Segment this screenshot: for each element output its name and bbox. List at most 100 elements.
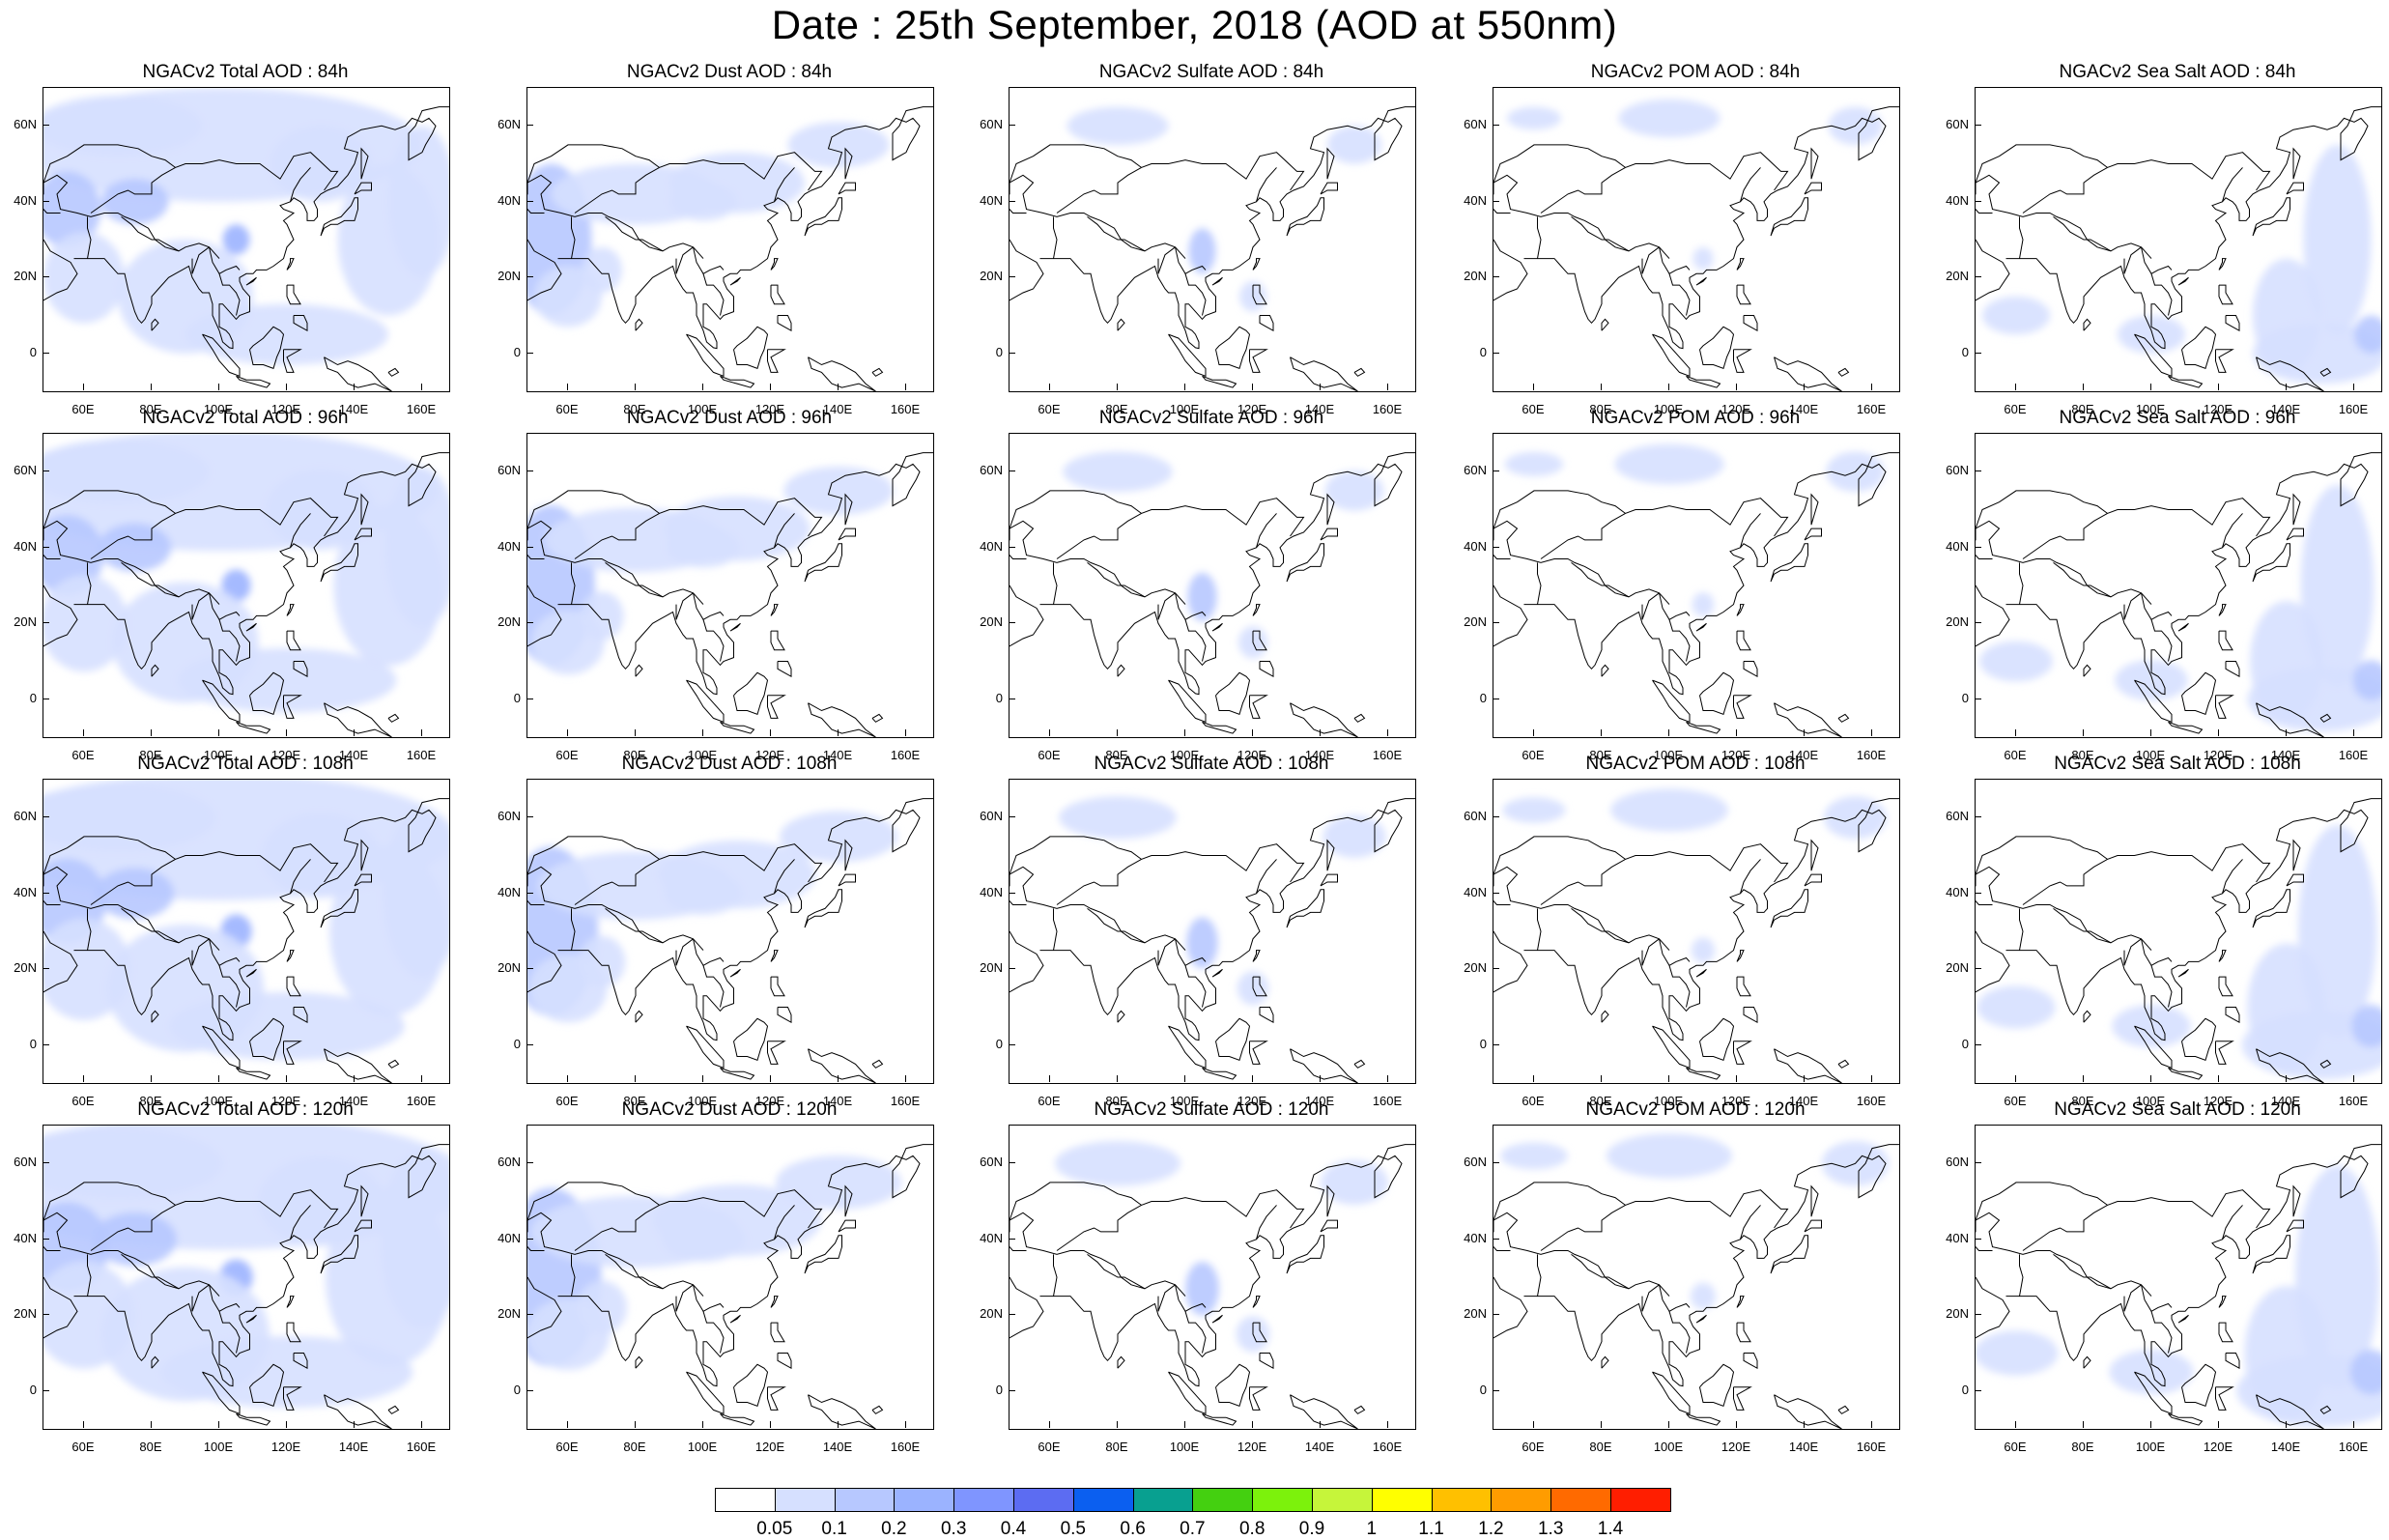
- coastline: [1641, 1284, 1660, 1312]
- map-plot: [43, 87, 450, 392]
- colorbar-swatch: [715, 1488, 776, 1512]
- colorbar-swatch: [894, 1488, 955, 1512]
- lat-tick-label: 0: [1961, 1036, 1969, 1051]
- lon-tick-label: 120E: [270, 402, 301, 416]
- coastline: [286, 284, 301, 305]
- coastline: [360, 839, 369, 871]
- panel-title: NGACv2 Dust AOD : 84h: [626, 62, 833, 82]
- lon-tick: [354, 1421, 355, 1428]
- coastline: [1010, 209, 1027, 214]
- map-panel: NGACv2 Dust AOD : 84h 60N 40N 20N 0 60E 80E 100…: [484, 62, 975, 435]
- lon-tick-label: 140E: [1304, 1440, 1335, 1454]
- lat-tick-label: 40N: [1946, 884, 1969, 899]
- map-panel: NGACv2 Total AOD : 108h 60N 40N 20N 0 60E 80E 1…: [0, 754, 491, 1126]
- lon-tick: [1049, 1075, 1050, 1082]
- lon-tick-label: 120E: [2203, 402, 2233, 416]
- coastline: [675, 1284, 694, 1312]
- lat-tick: [43, 1314, 49, 1316]
- lon-tick-label: 140E: [822, 748, 853, 762]
- coastline: [2019, 908, 2024, 951]
- lon-tick: [286, 384, 287, 390]
- lat-tick-label: 40N: [498, 192, 521, 208]
- coastline: [1571, 216, 1630, 252]
- lon-tick-label: 160E: [1372, 1440, 1403, 1454]
- coastline: [1353, 367, 1366, 377]
- lon-tick: [770, 1075, 771, 1082]
- coastline: [1641, 246, 1660, 274]
- map-plot: [1975, 433, 2382, 738]
- coastlines: [527, 106, 933, 391]
- lat-tick-label: 40N: [1946, 192, 1969, 208]
- lat-tick-label: 40N: [1464, 192, 1487, 208]
- aod-region: [266, 469, 376, 551]
- coastline: [2218, 630, 2233, 651]
- coastline: [1740, 167, 1761, 202]
- lon-tick-label: 120E: [2203, 748, 2233, 762]
- coastline: [686, 1371, 725, 1415]
- coastlines: [527, 798, 933, 1083]
- coastline: [767, 349, 786, 373]
- coastline: [1540, 152, 1789, 214]
- lon-tick-label: 100E: [1169, 1094, 1200, 1108]
- coastline: [286, 604, 295, 616]
- coastline: [1493, 1182, 1626, 1221]
- lon-tick-label: 160E: [1856, 402, 1887, 416]
- coastline: [733, 1017, 769, 1062]
- coastline: [1770, 197, 1808, 237]
- coastline: [2319, 713, 2332, 723]
- coastline: [1736, 604, 1745, 616]
- coastline: [1157, 592, 1176, 620]
- lon-tick: [2015, 729, 2016, 736]
- coastline: [1736, 1296, 1745, 1308]
- coastline: [557, 106, 933, 350]
- coastline: [720, 1067, 755, 1080]
- coastline: [1215, 326, 1251, 370]
- lat-tick: [1975, 1389, 1981, 1391]
- coastline: [1686, 721, 1721, 734]
- coastline: [1326, 1184, 1335, 1217]
- coastline: [571, 1254, 576, 1297]
- aod-region: [100, 179, 169, 225]
- lon-tick: [1320, 384, 1321, 390]
- aod-shading: [1054, 1141, 1388, 1353]
- aod-region: [1067, 106, 1169, 145]
- lon-tick-label: 60E: [1522, 402, 1545, 416]
- lon-tick-label: 140E: [822, 1440, 853, 1454]
- map-plot: [1493, 1125, 1900, 1430]
- lon-tick-label: 60E: [71, 1440, 95, 1454]
- lon-tick-label: 140E: [822, 402, 853, 416]
- coastline: [1837, 367, 1850, 377]
- map-panel: NGACv2 POM AOD : 108h 60N 40N 20N 0 60E 80E 100…: [1450, 754, 1941, 1126]
- coastline: [2215, 1041, 2234, 1065]
- lon-tick: [770, 384, 771, 390]
- lat-tick: [1493, 1389, 1499, 1391]
- map-plot: [1493, 779, 1900, 1084]
- aod-shading: [1500, 1133, 1890, 1310]
- coastline: [2022, 843, 2271, 905]
- aod-region: [1976, 1330, 2059, 1376]
- coastline: [1010, 144, 1142, 184]
- map-plot: [526, 779, 934, 1084]
- aod-region: [780, 811, 897, 863]
- coastline: [1976, 144, 2108, 184]
- coastline: [2292, 839, 2301, 871]
- lat-tick: [526, 1314, 533, 1316]
- lon-tick-label: 120E: [2203, 1094, 2233, 1108]
- lon-tick-label: 160E: [2338, 402, 2369, 416]
- coastline: [1252, 284, 1267, 305]
- lon-tick-label: 160E: [890, 748, 921, 762]
- coastline: [1290, 702, 1358, 737]
- coastline: [1976, 836, 2108, 875]
- lon-tick-label: 160E: [890, 402, 921, 416]
- map-plot: [43, 433, 450, 738]
- lon-tick: [218, 1075, 219, 1082]
- coastline: [43, 144, 176, 184]
- coastline: [2150, 273, 2173, 316]
- aod-region: [580, 591, 624, 641]
- lon-tick-label: 100E: [203, 748, 234, 762]
- map-plot: [1493, 433, 1900, 738]
- lon-tick: [151, 384, 152, 390]
- coastline: [1837, 1405, 1850, 1414]
- lat-tick-label: 20N: [498, 269, 521, 284]
- coastline: [2215, 695, 2234, 719]
